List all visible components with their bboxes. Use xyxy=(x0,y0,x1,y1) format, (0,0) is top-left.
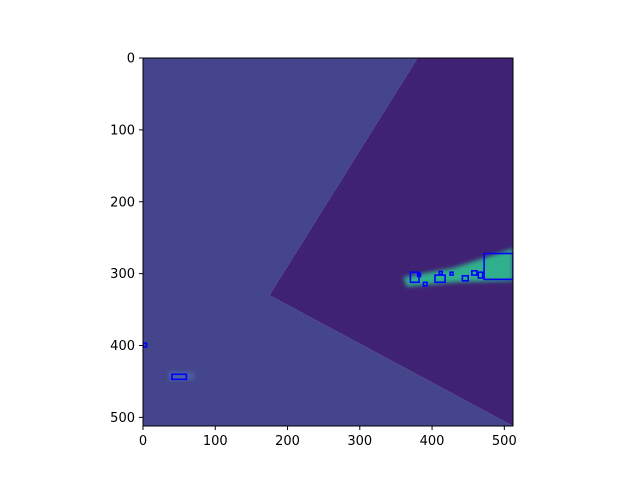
y-tick-label-300: 300 xyxy=(110,267,135,282)
y-axis-ticks: 0 100 200 300 400 500 xyxy=(110,52,143,426)
noise-overlay xyxy=(143,58,513,426)
y-tick-label-0: 0 xyxy=(127,52,135,67)
y-tick-label-100: 100 xyxy=(110,123,135,138)
x-tick-label-200: 200 xyxy=(275,434,300,449)
x-tick-label-500: 500 xyxy=(492,434,517,449)
x-tick-label-0: 0 xyxy=(139,434,147,449)
x-tick-label-300: 300 xyxy=(347,434,372,449)
y-tick-label-200: 200 xyxy=(110,195,135,210)
plot-area xyxy=(143,58,513,426)
x-axis-ticks: 0 100 200 300 400 500 xyxy=(139,426,517,449)
y-tick-label-400: 400 xyxy=(110,339,135,354)
x-tick-label-400: 400 xyxy=(420,434,445,449)
y-tick-label-500: 500 xyxy=(110,411,135,426)
x-tick-label-100: 100 xyxy=(203,434,228,449)
